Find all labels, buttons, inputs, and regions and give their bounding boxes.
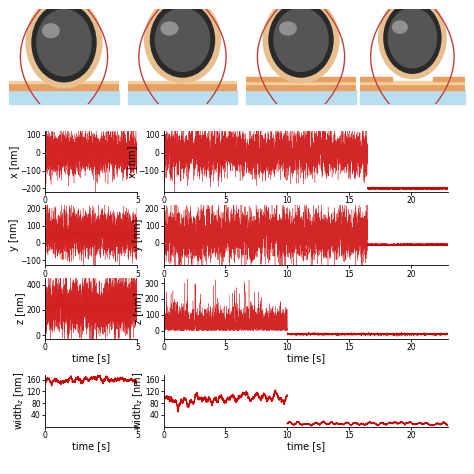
- Ellipse shape: [26, 0, 102, 89]
- X-axis label: time [s]: time [s]: [72, 354, 110, 364]
- Bar: [360, 90, 465, 104]
- Ellipse shape: [42, 23, 60, 38]
- Ellipse shape: [31, 3, 97, 82]
- X-axis label: time [s]: time [s]: [287, 354, 325, 364]
- X-axis label: time [s]: time [s]: [72, 207, 110, 217]
- Y-axis label: z [nm]: z [nm]: [15, 293, 25, 324]
- Y-axis label: width$_z$ [nm]: width$_z$ [nm]: [131, 372, 145, 430]
- X-axis label: time [s]: time [s]: [287, 441, 325, 451]
- Ellipse shape: [383, 2, 442, 74]
- Ellipse shape: [273, 8, 329, 72]
- Bar: [246, 77, 356, 81]
- Bar: [9, 81, 119, 83]
- Y-axis label: y [nm]: y [nm]: [134, 219, 144, 251]
- Ellipse shape: [392, 20, 408, 34]
- Ellipse shape: [388, 7, 437, 69]
- X-axis label: time [s]: time [s]: [72, 280, 110, 290]
- Bar: [9, 83, 119, 90]
- X-axis label: time [s]: time [s]: [287, 280, 325, 290]
- Bar: [128, 83, 237, 90]
- X-axis label: time [s]: time [s]: [287, 207, 325, 217]
- Ellipse shape: [150, 2, 215, 78]
- Y-axis label: y [nm]: y [nm]: [9, 219, 18, 251]
- Bar: [128, 81, 237, 83]
- Y-axis label: x [nm]: x [nm]: [9, 146, 18, 178]
- Bar: [360, 81, 465, 84]
- X-axis label: time [s]: time [s]: [72, 441, 110, 451]
- Ellipse shape: [144, 0, 221, 83]
- Ellipse shape: [378, 0, 447, 79]
- Bar: [246, 84, 356, 90]
- Y-axis label: width$_z$ [nm]: width$_z$ [nm]: [12, 372, 27, 430]
- Bar: [246, 81, 356, 84]
- Ellipse shape: [263, 0, 339, 83]
- Bar: [128, 90, 237, 104]
- Ellipse shape: [155, 8, 210, 72]
- Bar: [9, 90, 119, 104]
- Ellipse shape: [36, 9, 92, 76]
- Ellipse shape: [268, 2, 334, 78]
- Bar: [360, 84, 465, 90]
- Y-axis label: x [nm]: x [nm]: [127, 146, 137, 178]
- Bar: [433, 77, 465, 81]
- Ellipse shape: [279, 21, 297, 36]
- Y-axis label: z [nm]: z [nm]: [133, 293, 143, 324]
- Bar: [360, 77, 392, 81]
- Bar: [246, 90, 356, 104]
- Ellipse shape: [160, 21, 178, 36]
